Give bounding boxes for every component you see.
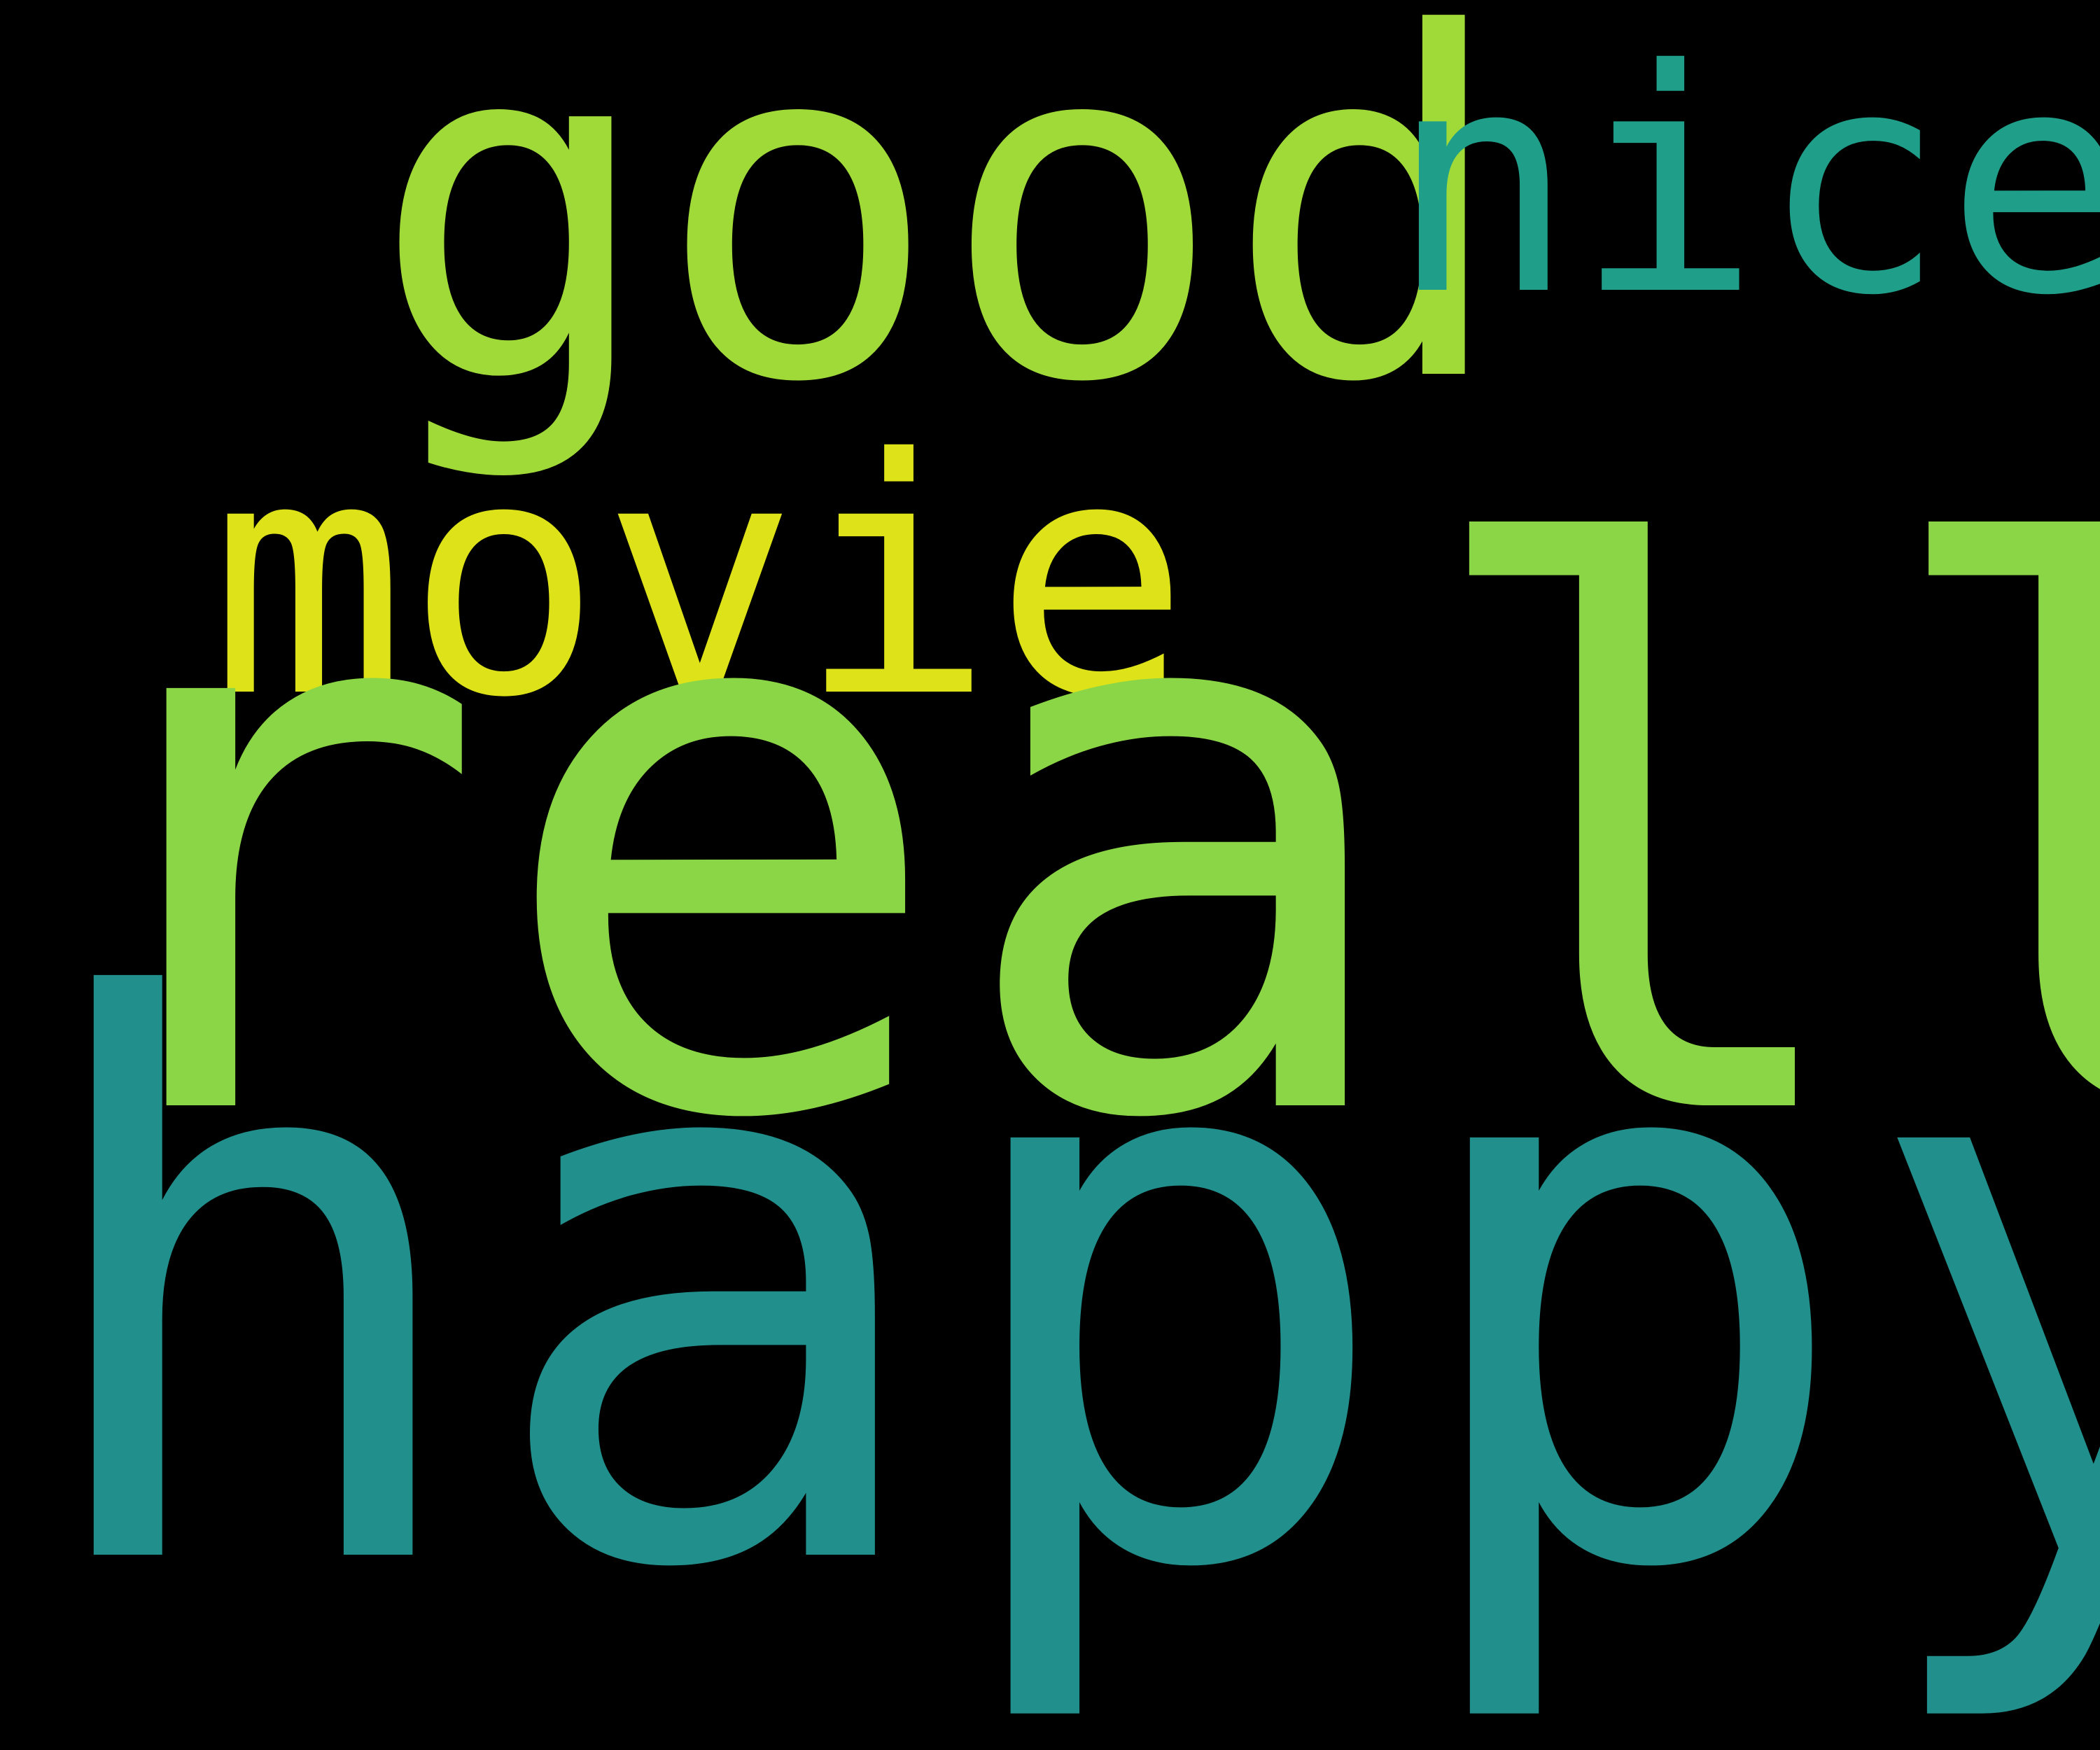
word-good: good bbox=[371, 0, 1509, 486]
word-really: really bbox=[31, 398, 2100, 1286]
word-happy: happy bbox=[21, 847, 2100, 1735]
word-nice: nice bbox=[1390, 4, 2100, 363]
word-movie: movie bbox=[210, 389, 1190, 769]
